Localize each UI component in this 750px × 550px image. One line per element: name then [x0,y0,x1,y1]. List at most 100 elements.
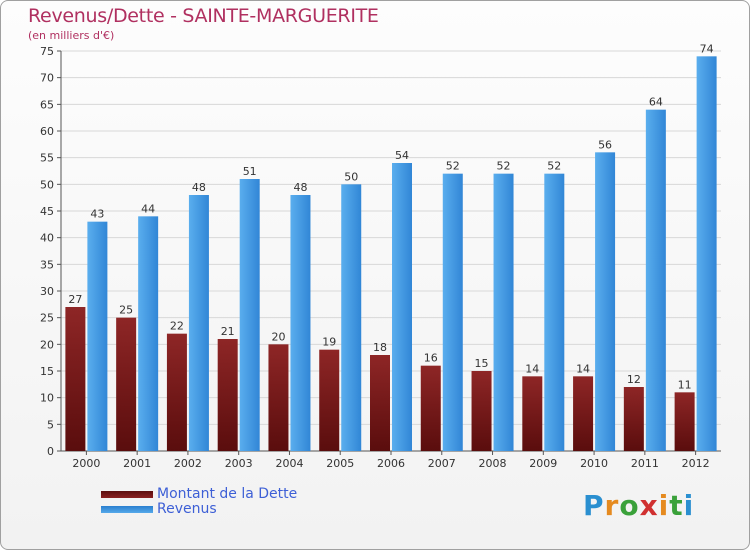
x-tick-label-2003: 2003 [225,457,253,470]
bar-dette-2009 [522,376,543,451]
proxiti-logo: Proxiti [583,489,694,522]
x-tick-label-2007: 2007 [428,457,456,470]
bar-dette-2004 [268,344,289,451]
logo-letter: x [639,489,659,522]
x-tick-label-2005: 2005 [326,457,354,470]
y-tick-label-45: 45 [40,205,54,218]
data-label-dette-2009: 14 [525,362,539,375]
bar-revenus-2010 [595,152,616,452]
data-label-dette-2006: 18 [373,341,387,354]
data-label-revenus-2003: 51 [243,165,257,178]
bar-dette-2007 [420,365,441,451]
bar-dette-2002 [166,333,187,451]
bar-revenus-2000 [87,221,108,451]
data-label-revenus-2004: 48 [293,181,307,194]
legend-swatch-revenus [101,506,153,513]
y-tick-label-15: 15 [40,365,54,378]
bar-revenus-2008 [493,173,514,451]
legend-label-dette: Montant de la Dette [157,486,298,502]
data-label-dette-2000: 27 [68,293,82,306]
x-tick-label-2012: 2012 [682,457,710,470]
data-label-revenus-2001: 44 [141,202,155,215]
y-tick-label-5: 5 [47,418,54,431]
bar-revenus-2005 [341,184,362,452]
chart-title: Revenus/Dette - SAINTE-MARGUERITE [28,5,379,27]
y-tick-label-40: 40 [40,232,54,245]
x-tick-label-2000: 2000 [72,457,100,470]
bar-revenus-2009 [544,173,565,451]
bar-dette-2006 [370,355,390,451]
data-label-dette-2007: 16 [424,352,438,365]
legend-label-revenus: Revenus [157,501,217,517]
bar-revenus-2002 [188,195,209,451]
data-label-dette-2005: 19 [322,336,336,349]
data-label-dette-2011: 12 [627,373,641,386]
x-tick-label-2011: 2011 [631,457,659,470]
y-tick-label-20: 20 [40,338,54,351]
y-tick-label-25: 25 [40,312,54,325]
data-label-dette-2004: 20 [271,330,285,343]
y-tick-label-30: 30 [40,285,54,298]
logo-letter: o [619,489,640,522]
bar-dette-2011 [623,387,644,451]
data-label-revenus-2009: 52 [547,160,561,173]
bar-revenus-2007 [442,173,463,451]
y-tick-label-0: 0 [47,445,54,458]
bar-revenus-2001 [138,216,159,451]
x-tick-label-2006: 2006 [377,457,405,470]
bar-revenus-2004 [290,195,311,451]
logo-letter: i [658,489,670,522]
bar-revenus-2012 [696,56,717,451]
data-label-revenus-2008: 52 [497,160,511,173]
y-tick-label-55: 55 [40,152,54,165]
data-label-revenus-2012: 74 [700,42,714,55]
data-label-revenus-2002: 48 [192,181,206,194]
data-label-dette-2001: 25 [119,304,133,317]
bar-dette-2003 [217,339,238,451]
data-label-dette-2012: 11 [678,378,692,391]
bar-revenus-2003 [239,179,260,451]
data-label-dette-2008: 15 [475,357,489,370]
data-label-revenus-2007: 52 [446,160,460,173]
y-tick-label-75: 75 [40,45,54,58]
bar-dette-2001 [116,317,137,451]
bar-revenus-2011 [645,109,666,452]
x-tick-label-2002: 2002 [174,457,202,470]
y-tick-label-10: 10 [40,392,54,405]
bar-revenus-2006 [392,163,412,451]
data-label-revenus-2010: 56 [598,138,612,151]
logo-letter: r [604,489,620,522]
bar-dette-2000 [65,307,86,451]
data-label-revenus-2006: 54 [395,149,409,162]
bar-dette-2008 [471,371,492,451]
data-label-revenus-2005: 50 [344,170,358,183]
bar-dette-2012 [674,392,695,451]
y-tick-label-65: 65 [40,98,54,111]
logo-letter: i [683,489,695,522]
x-tick-label-2010: 2010 [580,457,608,470]
bar-dette-2005 [319,349,340,451]
legend-item-dette: Montant de la Dette [101,487,297,502]
x-tick-label-2008: 2008 [479,457,507,470]
bar-dette-2010 [573,376,594,451]
x-tick-label-2001: 2001 [123,457,151,470]
y-tick-label-70: 70 [40,72,54,85]
logo-letter: P [583,489,605,522]
data-label-revenus-2011: 64 [649,96,663,109]
x-tick-label-2004: 2004 [275,457,303,470]
logo-letter: t [669,489,684,522]
data-label-dette-2010: 14 [576,362,590,375]
legend-item-revenus: Revenus [101,502,297,517]
data-label-revenus-2000: 43 [90,208,104,221]
y-tick-label-35: 35 [40,258,54,271]
legend: Montant de la Dette Revenus [101,487,297,517]
legend-swatch-dette [101,491,153,498]
chart-subtitle: (en milliers d'€) [28,29,115,42]
data-label-dette-2002: 22 [170,320,184,333]
x-tick-label-2009: 2009 [529,457,557,470]
y-tick-label-60: 60 [40,125,54,138]
y-tick-label-50: 50 [40,178,54,191]
data-label-dette-2003: 21 [221,325,235,338]
